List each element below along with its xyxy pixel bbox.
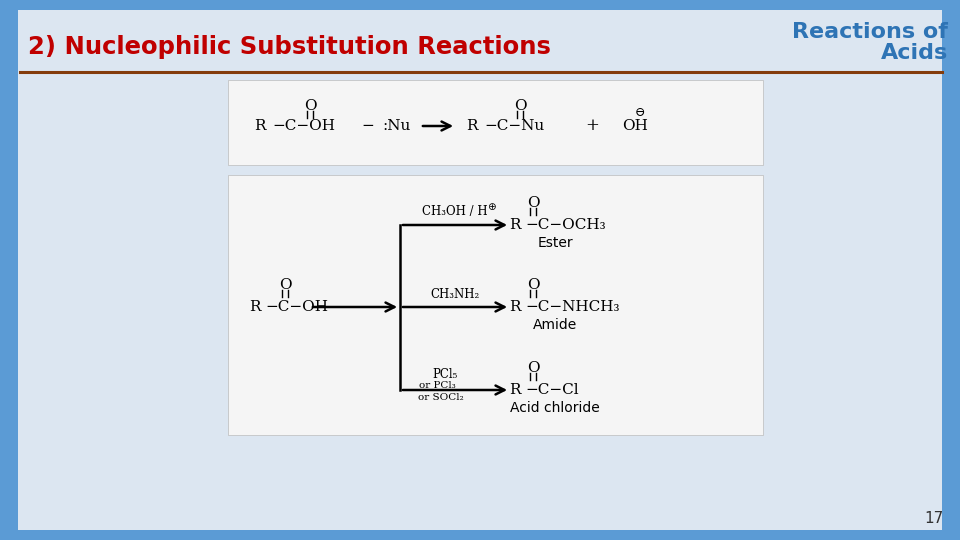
Text: −C−OH: −C−OH: [272, 119, 335, 133]
Text: O: O: [278, 278, 291, 292]
Bar: [228, 80, 763, 165]
Text: ⊖: ⊖: [635, 105, 645, 118]
Text: CH₃NH₂: CH₃NH₂: [430, 287, 480, 300]
Text: Acid chloride: Acid chloride: [510, 401, 600, 415]
Text: OH: OH: [622, 119, 648, 133]
Text: R: R: [509, 218, 520, 232]
Text: Reactions of: Reactions of: [792, 22, 948, 42]
Text: 17: 17: [924, 511, 944, 526]
Text: −C−OH: −C−OH: [265, 300, 328, 314]
Text: −C−NHCH₃: −C−NHCH₃: [525, 300, 619, 314]
Text: :Nu: :Nu: [383, 119, 411, 133]
Text: Ester: Ester: [538, 236, 573, 250]
Text: R: R: [250, 300, 261, 314]
Text: −C−OCH₃: −C−OCH₃: [525, 218, 606, 232]
Text: PCl₅: PCl₅: [432, 368, 458, 381]
Text: R: R: [509, 383, 520, 397]
Text: −: −: [362, 119, 374, 133]
Text: R: R: [467, 119, 478, 133]
Text: +: +: [585, 118, 599, 134]
Text: 2) Nucleophilic Substitution Reactions: 2) Nucleophilic Substitution Reactions: [28, 35, 551, 59]
Text: CH₃OH / H: CH₃OH / H: [422, 205, 488, 218]
Text: −C−Nu: −C−Nu: [484, 119, 544, 133]
Text: R: R: [254, 119, 266, 133]
Text: O: O: [527, 278, 540, 292]
Bar: [228, 175, 763, 435]
Text: O: O: [303, 99, 316, 113]
Text: O: O: [514, 99, 526, 113]
Text: or SOCl₂: or SOCl₂: [419, 394, 464, 402]
Text: R: R: [509, 300, 520, 314]
Text: −C−Cl: −C−Cl: [525, 383, 579, 397]
Text: O: O: [527, 361, 540, 375]
Text: O: O: [527, 196, 540, 210]
Text: or PCl₃: or PCl₃: [419, 381, 455, 390]
Text: Acids: Acids: [880, 43, 948, 63]
Text: Amide: Amide: [533, 318, 577, 332]
Text: ⊕: ⊕: [487, 202, 495, 212]
